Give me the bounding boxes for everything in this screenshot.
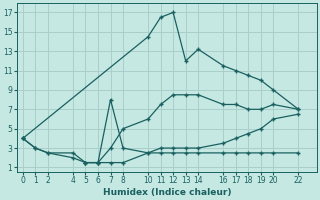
X-axis label: Humidex (Indice chaleur): Humidex (Indice chaleur) xyxy=(103,188,231,197)
